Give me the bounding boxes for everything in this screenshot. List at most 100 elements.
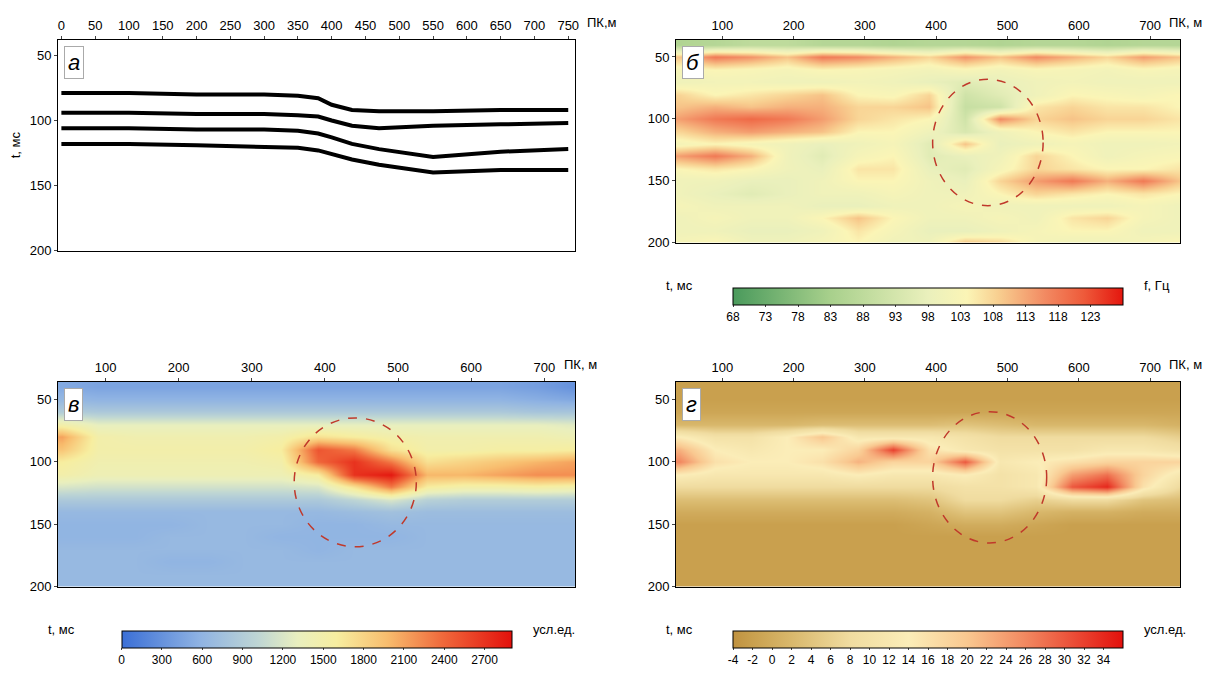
svg-text:50: 50 [655,392,669,407]
svg-text:500: 500 [388,18,410,33]
svg-text:0: 0 [58,18,65,33]
svg-text:150: 150 [30,178,52,193]
svg-text:200: 200 [648,235,670,250]
svg-text:22: 22 [980,653,994,667]
svg-text:700: 700 [1139,18,1161,33]
svg-text:300: 300 [253,18,275,33]
svg-text:1200: 1200 [270,653,297,667]
svg-text:300: 300 [854,18,876,33]
svg-text:350: 350 [287,18,309,33]
svg-text:2100: 2100 [391,653,418,667]
svg-text:t, мс: t, мс [48,622,75,637]
svg-text:4: 4 [808,653,815,667]
svg-text:550: 550 [422,18,444,33]
svg-text:700: 700 [533,360,555,375]
svg-text:150: 150 [30,517,52,532]
svg-text:200: 200 [186,18,208,33]
svg-text:0: 0 [118,653,125,667]
svg-text:50: 50 [655,50,669,65]
svg-text:г: г [686,392,697,417]
svg-text:8: 8 [847,653,854,667]
svg-text:100: 100 [30,454,52,469]
svg-text:1800: 1800 [350,653,377,667]
svg-text:100: 100 [648,111,670,126]
svg-text:10: 10 [863,653,877,667]
svg-text:-4: -4 [728,653,739,667]
svg-text:300: 300 [152,653,172,667]
svg-text:34: 34 [1097,653,1111,667]
svg-text:50: 50 [37,392,51,407]
svg-text:400: 400 [925,18,947,33]
svg-text:50: 50 [88,18,102,33]
svg-text:123: 123 [1080,310,1100,324]
svg-text:500: 500 [387,360,409,375]
svg-text:12: 12 [882,653,896,667]
svg-text:14: 14 [902,653,916,667]
svg-text:ПК, м: ПК, м [1169,357,1202,372]
svg-text:2: 2 [788,653,795,667]
svg-text:t, мс: t, мс [8,132,23,159]
svg-text:500: 500 [997,18,1019,33]
svg-text:20: 20 [960,653,974,667]
svg-text:150: 150 [152,18,174,33]
svg-text:0: 0 [769,653,776,667]
svg-text:16: 16 [921,653,935,667]
svg-text:2700: 2700 [471,653,498,667]
svg-text:100: 100 [118,18,140,33]
svg-text:300: 300 [854,360,876,375]
svg-text:ПК, м: ПК, м [564,357,597,372]
svg-text:300: 300 [241,360,263,375]
svg-text:ПК,м: ПК,м [587,15,617,30]
svg-text:2400: 2400 [431,653,458,667]
svg-text:400: 400 [925,360,947,375]
svg-text:200: 200 [648,579,670,594]
svg-text:600: 600 [1068,18,1090,33]
svg-text:1500: 1500 [310,653,337,667]
svg-text:103: 103 [950,310,970,324]
svg-text:ПК, м: ПК, м [1169,15,1202,30]
svg-text:6: 6 [827,653,834,667]
svg-text:900: 900 [233,653,253,667]
svg-text:30: 30 [1058,653,1072,667]
svg-text:150: 150 [648,517,670,532]
svg-text:600: 600 [460,360,482,375]
svg-text:73: 73 [759,310,773,324]
svg-text:200: 200 [783,18,805,33]
svg-text:83: 83 [824,310,838,324]
svg-text:500: 500 [997,360,1019,375]
svg-text:18: 18 [941,653,955,667]
svg-text:200: 200 [30,579,52,594]
svg-text:450: 450 [355,18,377,33]
svg-text:28: 28 [1038,653,1052,667]
svg-text:-2: -2 [747,653,758,667]
svg-text:t, мс: t, мс [666,622,693,637]
svg-text:700: 700 [1139,360,1161,375]
svg-text:600: 600 [456,18,478,33]
svg-text:600: 600 [1068,360,1090,375]
svg-text:f, Гц: f, Гц [1144,278,1170,293]
svg-text:50: 50 [37,48,51,63]
svg-text:118: 118 [1048,310,1067,324]
svg-text:113: 113 [1016,310,1035,324]
svg-text:200: 200 [30,243,52,258]
svg-text:700: 700 [524,18,546,33]
svg-text:32: 32 [1077,653,1091,667]
svg-text:750: 750 [557,18,579,33]
svg-text:88: 88 [856,310,870,324]
svg-text:78: 78 [791,310,805,324]
svg-text:98: 98 [921,310,935,324]
svg-text:t, мс: t, мс [666,278,693,293]
svg-text:650: 650 [490,18,512,33]
svg-text:а: а [68,50,80,75]
svg-text:100: 100 [30,113,52,128]
svg-text:усл.ед.: усл.ед. [1144,622,1186,637]
svg-text:150: 150 [648,173,670,188]
svg-text:400: 400 [314,360,336,375]
svg-text:100: 100 [648,454,670,469]
svg-text:200: 200 [783,360,805,375]
svg-text:б: б [686,50,700,75]
svg-text:100: 100 [95,360,117,375]
svg-text:усл.ед.: усл.ед. [533,622,575,637]
svg-text:в: в [68,392,79,417]
svg-text:100: 100 [711,18,733,33]
